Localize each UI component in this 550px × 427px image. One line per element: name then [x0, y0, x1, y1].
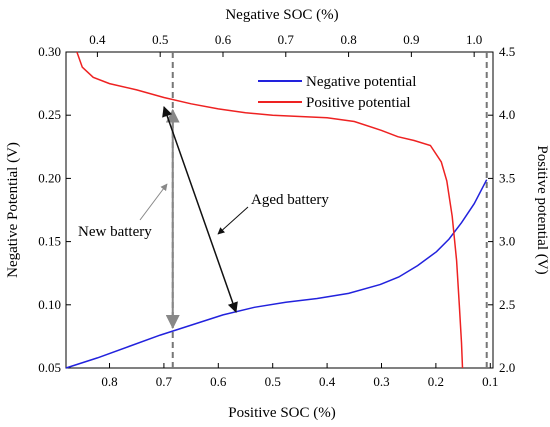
aged-battery-arrow	[162, 106, 238, 313]
right-tick-label: 2.5	[499, 297, 515, 312]
series-line-negative-potential	[65, 179, 488, 369]
bottom-tick-label: 0.1	[482, 374, 498, 389]
bottom-tick-label: 0.8	[101, 374, 117, 389]
left-tick-label: 0.15	[38, 234, 61, 249]
top-tick-label: 0.8	[340, 32, 356, 47]
bottom-axis-title: Positive SOC (%)	[228, 405, 336, 421]
bottom-tick-label: 0.5	[265, 374, 281, 389]
right-tick-label: 4.5	[499, 44, 515, 59]
aged-battery-label: Aged battery	[251, 192, 329, 208]
aged-battery-pointer	[217, 206, 249, 235]
left-tick-label: 0.05	[38, 360, 61, 375]
legend-label-negative: Negative potential	[306, 74, 416, 90]
top-tick-label: 1.0	[466, 32, 482, 47]
top-tick-label: 0.7	[278, 32, 295, 47]
top-axis-ticks: 0.4 0.5 0.6 0.7 0.8 0.9 1.0	[89, 32, 482, 57]
left-tick-label: 0.20	[38, 170, 61, 185]
left-tick-label: 0.10	[38, 297, 61, 312]
legend-label-positive: Positive potential	[306, 95, 411, 111]
right-axis-title: Positive potential (V)	[534, 145, 550, 274]
left-axis-ticks: 0.05 0.10 0.15 0.20 0.25 0.30	[38, 44, 71, 375]
right-tick-label: 2.0	[499, 360, 515, 375]
new-battery-pointer	[139, 183, 168, 221]
right-axis-ticks: 2.0 2.5 3.0 3.5 4.0 4.5	[488, 44, 515, 375]
bottom-tick-label: 0.3	[373, 374, 389, 389]
right-tick-label: 3.0	[499, 234, 515, 249]
plot-frame	[65, 51, 494, 369]
bottom-tick-label: 0.2	[428, 374, 444, 389]
left-tick-label: 0.30	[38, 44, 61, 59]
series-line-positive-potential	[76, 51, 464, 369]
bottom-tick-label: 0.7	[156, 374, 173, 389]
new-battery-label: New battery	[78, 224, 152, 240]
left-tick-label: 0.25	[38, 107, 61, 122]
top-tick-label: 0.9	[403, 32, 419, 47]
top-tick-label: 0.4	[89, 32, 106, 47]
legend: Negative potential Positive potential	[258, 74, 416, 111]
bottom-tick-label: 0.4	[319, 374, 336, 389]
top-tick-label: 0.6	[215, 32, 232, 47]
top-tick-label: 0.5	[152, 32, 168, 47]
right-tick-label: 4.0	[499, 107, 515, 122]
bottom-axis-ticks: 0.8 0.7 0.6 0.5 0.4 0.3 0.2 0.1	[101, 363, 498, 389]
top-axis-title: Negative SOC (%)	[225, 7, 338, 23]
right-tick-label: 3.5	[499, 170, 515, 185]
bottom-tick-label: 0.6	[210, 374, 227, 389]
left-axis-title: Negative Potential (V)	[5, 142, 21, 278]
